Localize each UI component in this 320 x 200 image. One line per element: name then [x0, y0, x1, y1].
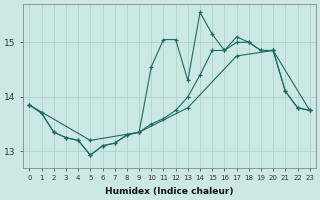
X-axis label: Humidex (Indice chaleur): Humidex (Indice chaleur) — [105, 187, 234, 196]
